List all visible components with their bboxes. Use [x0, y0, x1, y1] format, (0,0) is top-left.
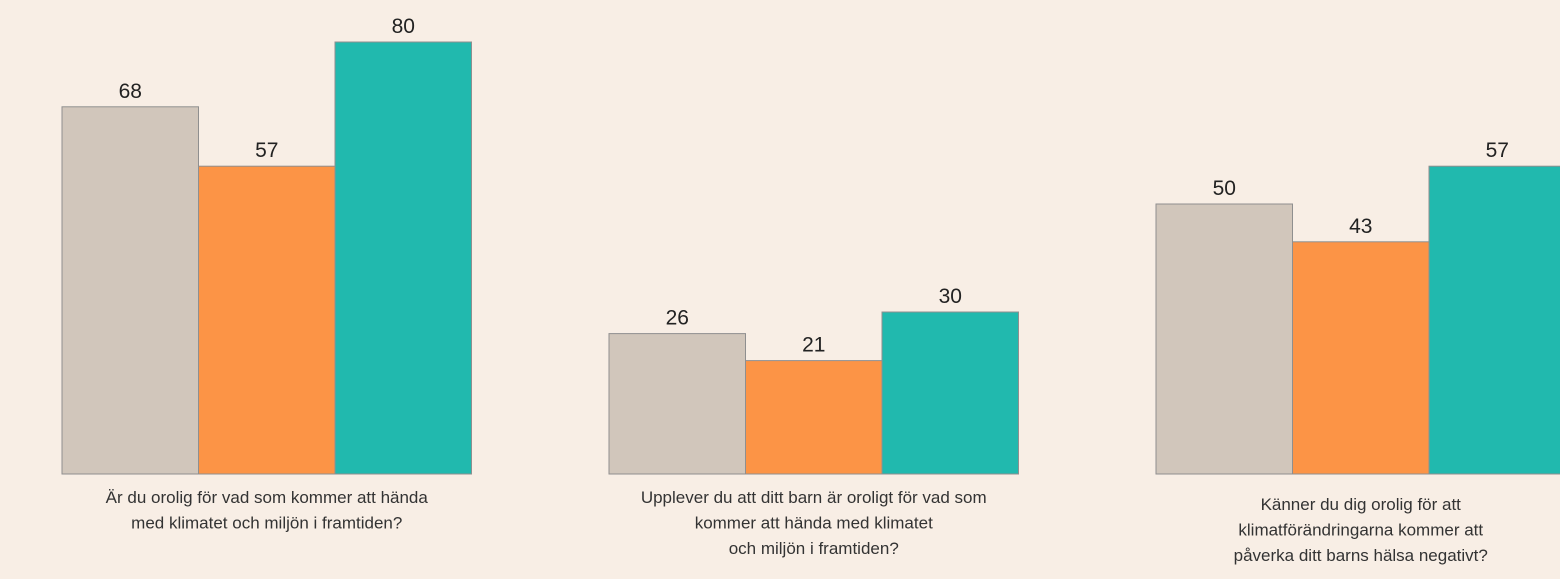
bar — [61, 106, 199, 475]
data-label: 26 — [666, 307, 689, 330]
category-label: Är du orolig för vad som kommer att händ… — [106, 488, 429, 507]
bar — [608, 333, 746, 475]
bar — [881, 311, 1019, 475]
data-label: 80 — [392, 15, 415, 38]
category-label: Känner du dig orolig för att — [1261, 495, 1462, 514]
category-label: Upplever du att ditt barn är oroligt för… — [641, 488, 987, 507]
bar — [334, 41, 472, 475]
category-label: med klimatet och miljön i framtiden? — [131, 514, 402, 533]
category-label: påverka ditt barns hälsa negativt? — [1234, 546, 1488, 565]
bar — [1428, 165, 1560, 475]
bar — [1292, 241, 1430, 475]
data-label: 57 — [1486, 139, 1509, 162]
category-label: och miljön i framtiden? — [729, 539, 899, 558]
data-label: 30 — [939, 285, 962, 308]
data-label: 21 — [802, 334, 825, 357]
data-label: 57 — [255, 139, 278, 162]
category-label: kommer att hända med klimatet — [695, 514, 933, 533]
data-label: 43 — [1349, 215, 1372, 238]
data-label: 50 — [1213, 177, 1236, 200]
bar — [198, 165, 336, 475]
category-label: klimatförändringarna kommer att — [1238, 521, 1483, 540]
bar — [745, 360, 883, 475]
data-label: 68 — [119, 80, 142, 103]
bar — [1155, 203, 1293, 475]
